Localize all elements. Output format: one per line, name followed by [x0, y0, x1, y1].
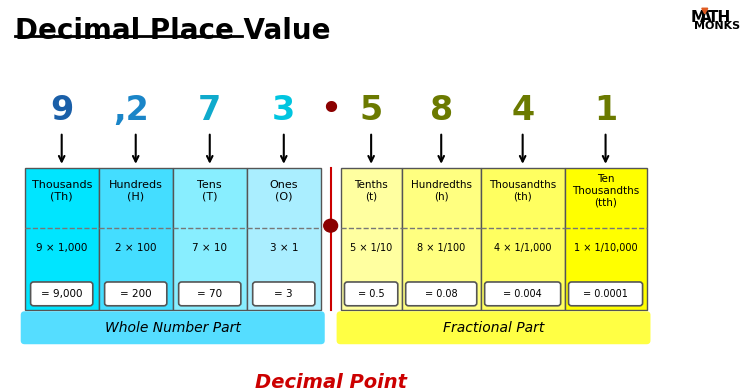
Text: TH: TH — [708, 10, 731, 25]
Text: = 3: = 3 — [274, 289, 293, 299]
Text: Decimal Point: Decimal Point — [255, 373, 406, 389]
Text: = 0.004: = 0.004 — [503, 289, 542, 299]
FancyBboxPatch shape — [105, 282, 166, 306]
FancyBboxPatch shape — [565, 168, 646, 310]
FancyBboxPatch shape — [344, 282, 398, 306]
FancyBboxPatch shape — [25, 168, 99, 310]
Text: Ones
(O): Ones (O) — [269, 180, 298, 202]
Text: 2 × 100: 2 × 100 — [115, 243, 157, 253]
Text: = 200: = 200 — [120, 289, 152, 299]
Text: M: M — [691, 10, 706, 25]
Text: •: • — [320, 91, 342, 129]
Text: = 0.5: = 0.5 — [358, 289, 385, 299]
Text: 4: 4 — [511, 94, 534, 127]
FancyBboxPatch shape — [402, 168, 481, 310]
Text: 8: 8 — [430, 94, 453, 127]
Text: Fractional Part: Fractional Part — [442, 321, 544, 335]
Text: 8 × 1/100: 8 × 1/100 — [417, 243, 465, 253]
Text: Tenths
(t): Tenths (t) — [354, 180, 388, 202]
Text: 1: 1 — [594, 94, 617, 127]
FancyBboxPatch shape — [31, 282, 93, 306]
Text: Thousands
(Th): Thousands (Th) — [32, 180, 92, 202]
FancyBboxPatch shape — [178, 282, 241, 306]
Text: = 70: = 70 — [197, 289, 222, 299]
FancyBboxPatch shape — [253, 282, 315, 306]
Text: 1 × 1/10,000: 1 × 1/10,000 — [574, 243, 638, 253]
Text: Ten
Thousandths
(tth): Ten Thousandths (tth) — [572, 174, 639, 207]
Text: Hundredths
(h): Hundredths (h) — [411, 180, 472, 202]
Text: = 0.08: = 0.08 — [425, 289, 458, 299]
FancyBboxPatch shape — [99, 168, 172, 310]
FancyBboxPatch shape — [406, 282, 477, 306]
FancyBboxPatch shape — [337, 311, 650, 344]
FancyBboxPatch shape — [21, 311, 325, 344]
Text: 4 × 1/1,000: 4 × 1/1,000 — [494, 243, 551, 253]
Text: Tens
(T): Tens (T) — [197, 180, 222, 202]
Text: 3 × 1: 3 × 1 — [269, 243, 298, 253]
Text: 9: 9 — [50, 94, 74, 127]
Polygon shape — [702, 8, 708, 14]
Text: ,2: ,2 — [113, 94, 148, 127]
FancyBboxPatch shape — [172, 168, 247, 310]
Text: Decimal Place Value: Decimal Place Value — [15, 18, 330, 46]
Text: 7 × 10: 7 × 10 — [192, 243, 227, 253]
FancyBboxPatch shape — [340, 168, 402, 310]
FancyBboxPatch shape — [481, 168, 565, 310]
FancyBboxPatch shape — [484, 282, 561, 306]
Text: Thousandths
(th): Thousandths (th) — [489, 180, 556, 202]
Circle shape — [324, 219, 338, 232]
Text: 3: 3 — [272, 94, 296, 127]
Text: Whole Number Part: Whole Number Part — [105, 321, 241, 335]
Text: A: A — [700, 10, 712, 25]
FancyBboxPatch shape — [247, 168, 321, 310]
Text: = 0.0001: = 0.0001 — [584, 289, 628, 299]
Text: 9 × 1,000: 9 × 1,000 — [36, 243, 88, 253]
Text: Hundreds
(H): Hundreds (H) — [109, 180, 163, 202]
Text: 5: 5 — [359, 94, 382, 127]
Text: 7: 7 — [198, 94, 221, 127]
Text: 5 × 1/10: 5 × 1/10 — [350, 243, 392, 253]
Text: MONKS: MONKS — [694, 21, 740, 31]
FancyBboxPatch shape — [568, 282, 643, 306]
Text: = 9,000: = 9,000 — [41, 289, 82, 299]
